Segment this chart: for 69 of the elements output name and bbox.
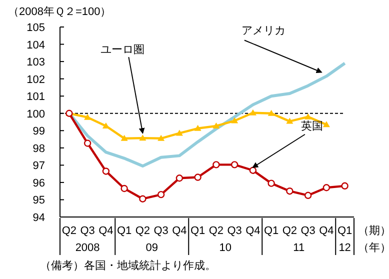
text: 10 — [219, 242, 232, 254]
ytick: 95 — [32, 194, 45, 207]
x-tick-label: Q3 — [300, 225, 316, 237]
text: 11 — [293, 242, 305, 254]
point — [286, 118, 294, 124]
x-tick-label: Q3 — [227, 225, 242, 237]
point — [231, 117, 238, 124]
x-tick-label: Q3 — [80, 225, 95, 237]
text: アメリカ — [241, 25, 286, 38]
point — [249, 166, 257, 174]
x-tick-label: Q4 — [246, 225, 260, 237]
x-tick-label: Q3 — [154, 225, 168, 237]
point — [304, 192, 312, 200]
point — [249, 109, 256, 116]
point — [176, 130, 183, 136]
ytick: 94 — [32, 212, 45, 224]
x-tick-label: Q2 — [282, 225, 298, 237]
x-tick-label: Q4 — [319, 225, 334, 237]
point — [212, 122, 220, 128]
point — [194, 124, 202, 131]
ytick: 98 — [32, 142, 45, 155]
x-tick-label: Q4 — [172, 225, 187, 237]
point — [157, 190, 165, 198]
ytick: 99 — [32, 126, 45, 138]
ytick: 104 — [26, 39, 45, 52]
text: 英国 — [300, 119, 323, 132]
x-tick-label: Q2 — [208, 225, 224, 237]
point — [102, 168, 110, 175]
point — [139, 134, 146, 141]
x-tick-label: Q1 — [264, 225, 279, 237]
ytick: 103 — [26, 56, 45, 69]
point — [212, 161, 220, 168]
point — [158, 134, 165, 141]
point — [304, 113, 312, 120]
point — [84, 114, 92, 120]
y-axis-title: （2008年Ｑ２=100） — [8, 6, 112, 18]
x-tick-label: Q4 — [98, 225, 114, 237]
ytick: 105 — [26, 22, 45, 34]
ytick: 96 — [32, 177, 45, 190]
point — [194, 174, 202, 181]
point — [102, 122, 110, 128]
ytick: 97 — [32, 160, 45, 172]
x-tick-label: Q1 — [190, 225, 206, 237]
x-tick-label: Q2 — [62, 225, 77, 237]
point — [120, 184, 128, 192]
point — [268, 110, 275, 116]
text: 12 — [338, 242, 351, 254]
point — [286, 187, 294, 195]
point — [268, 180, 275, 187]
x-tick-label: Q2 — [135, 225, 150, 237]
point — [322, 121, 330, 128]
ytick: 102 — [26, 74, 45, 86]
point — [230, 161, 238, 168]
x-tick-label: Q1 — [116, 225, 132, 237]
point — [322, 184, 330, 192]
x-tick-label: Q1 — [337, 225, 352, 237]
point — [176, 174, 184, 182]
point — [84, 140, 92, 147]
text: 2008 — [75, 242, 100, 254]
point — [120, 134, 128, 141]
point — [139, 195, 146, 202]
text: （備考）各国・地域統計より作成。 — [40, 259, 216, 272]
ytick: 100 — [26, 108, 45, 120]
ytick: 101 — [26, 91, 45, 104]
point — [341, 182, 348, 190]
x-axis-title: （期） — [358, 225, 389, 237]
text: ユーロ圏 — [100, 44, 145, 56]
text: （年） — [358, 242, 389, 254]
text: 09 — [146, 242, 158, 254]
